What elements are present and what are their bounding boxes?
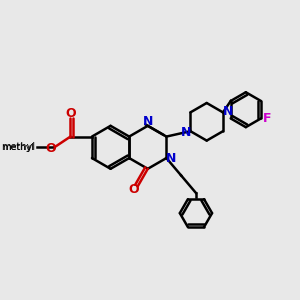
Text: methyl: methyl [2,142,35,152]
Text: methyl: methyl [2,143,34,152]
Text: O: O [65,107,76,120]
Text: N: N [166,152,176,165]
Text: N: N [142,115,153,128]
Text: O: O [45,142,56,155]
Text: N: N [180,126,191,139]
Text: N: N [223,104,233,118]
Text: O: O [128,182,139,196]
Text: F: F [262,112,271,125]
